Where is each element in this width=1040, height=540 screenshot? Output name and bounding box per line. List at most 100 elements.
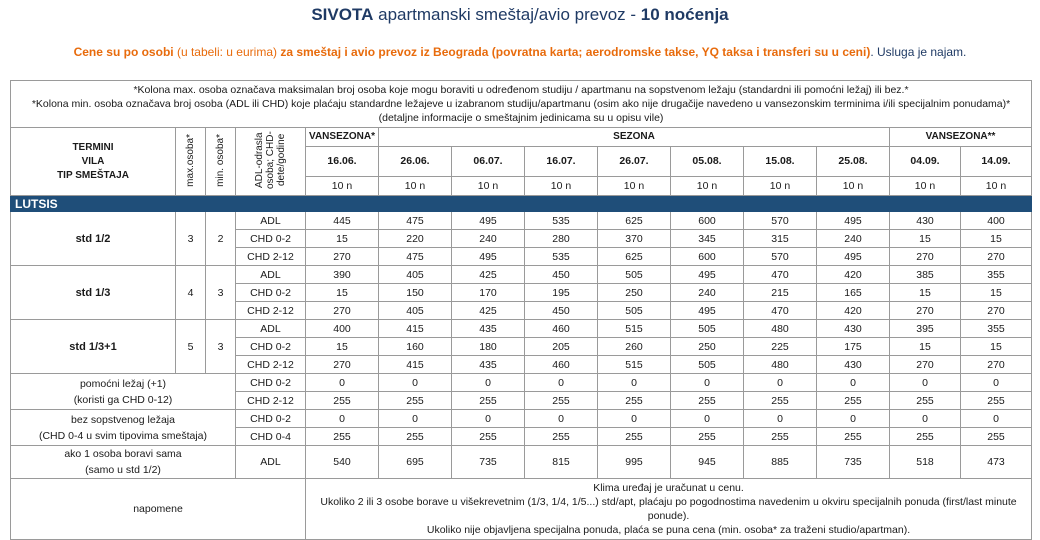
date-header: 16.06. — [305, 145, 379, 178]
price-cell: 355 — [959, 265, 1033, 284]
price-cell: 270 — [889, 355, 961, 374]
price-cell: 270 — [959, 301, 1033, 320]
person-category: CHD 0-2 — [235, 283, 306, 302]
date-header: 05.08. — [670, 145, 744, 178]
price-cell: 270 — [305, 301, 379, 320]
price-cell: 0 — [524, 409, 598, 428]
price-cell: 400 — [959, 211, 1033, 230]
nights-header: 10 n — [889, 176, 961, 196]
info-cell: *Kolona max. osoba označava maksimalan b… — [9, 80, 1033, 128]
title-nights: 10 noćenja — [640, 5, 729, 24]
nights-header: 10 n — [305, 176, 379, 196]
price-cell: 255 — [451, 391, 525, 410]
min-persons: 3 — [205, 265, 236, 320]
notes-line2: Ukoliko 2 ili 3 osobe borave u višekreve… — [320, 496, 1017, 522]
nights-header: 10 n — [524, 176, 598, 196]
price-cell: 695 — [378, 445, 452, 479]
room-type: std 1/3+1 — [10, 319, 176, 374]
price-cell: 735 — [816, 445, 890, 479]
price-cell: 815 — [524, 445, 598, 479]
min-persons: 2 — [205, 211, 236, 266]
price-cell: 255 — [451, 427, 525, 446]
price-cell: 0 — [451, 409, 525, 428]
price-cell: 315 — [743, 229, 817, 248]
price-cell: 505 — [597, 265, 671, 284]
notes-row: napomene Klima uređaj je uračunat u cenu.… — [10, 478, 1033, 540]
nights-header: 10 n — [816, 176, 890, 196]
min-persons: 3 — [205, 319, 236, 374]
price-cell: 0 — [305, 373, 379, 392]
price-cell: 0 — [305, 409, 379, 428]
price-cell: 280 — [524, 229, 598, 248]
price-cell: 0 — [816, 373, 890, 392]
price-cell: 505 — [597, 301, 671, 320]
price-cell: 255 — [959, 391, 1033, 410]
price-cell: 0 — [959, 373, 1033, 392]
price-row: std 1/3 4 3 ADL 390 405 425 450 505 495 470 420 385 3… — [10, 265, 1033, 320]
price-cell: 270 — [305, 355, 379, 374]
price-cell: 425 — [451, 265, 525, 284]
price-cell: 395 — [889, 319, 961, 338]
title-middle: apartmanski smeštaj/avio prevoz - — [378, 5, 641, 24]
price-cell: 390 — [305, 265, 379, 284]
price-cell: 0 — [743, 409, 817, 428]
person-category: ADL — [235, 445, 306, 479]
max-persons: 4 — [175, 265, 206, 320]
price-cell: 215 — [743, 283, 817, 302]
price-cell: 0 — [670, 409, 744, 428]
price-cell: 240 — [670, 283, 744, 302]
extra-label-line2: (samo u std 1/2) — [85, 464, 161, 476]
person-category: CHD 0-2 — [235, 229, 306, 248]
price-cell: 435 — [451, 319, 525, 338]
price-cell: 535 — [524, 247, 598, 266]
price-cell: 420 — [816, 301, 890, 320]
subtitle-part1: Cene su po osobi — [73, 45, 174, 59]
price-cell: 480 — [743, 319, 817, 338]
price-cell: 255 — [597, 427, 671, 446]
info-line-1: *Kolona max. osoba označava maksimalan b… — [133, 84, 909, 96]
price-cell: 0 — [451, 373, 525, 392]
price-cell: 0 — [378, 409, 452, 428]
price-cell: 250 — [597, 283, 671, 302]
price-cell: 255 — [524, 391, 598, 410]
price-cell: 195 — [524, 283, 598, 302]
price-cell: 270 — [959, 247, 1033, 266]
price-cell: 0 — [889, 409, 961, 428]
extra-row: CHD 2-12 255 255 255 255 255 255 255 255 255 255 — [11, 391, 1033, 410]
price-cell: 255 — [889, 427, 961, 446]
price-cell: 270 — [959, 355, 1033, 374]
price-row: CHD 0-2 15 150 170 195 250 240 215 165 15 15 — [11, 283, 1033, 302]
date-header: 26.06. — [378, 145, 452, 178]
price-cell: 15 — [305, 283, 379, 302]
price-cell: 370 — [597, 229, 671, 248]
price-cell: 15 — [305, 337, 379, 356]
season-header-row: TERMINI VILA TIP SMEŠTAJA max.osoba* min… — [10, 127, 1033, 196]
price-cell: 480 — [743, 355, 817, 374]
person-category: ADL — [235, 319, 306, 338]
price-cell: 0 — [889, 373, 961, 392]
price-cell: 460 — [524, 319, 598, 338]
price-cell: 255 — [816, 427, 890, 446]
subtitle-part4: . Usluga je najam. — [870, 45, 967, 59]
extra-label-line1: pomoćni ležaj (+1) — [79, 377, 167, 390]
header-max-cell: max.osoba* — [175, 127, 206, 196]
price-cell: 405 — [378, 301, 452, 320]
price-row: std 1/2 3 2 ADL 445 475 495 535 625 600 570 495 430 4… — [10, 211, 1033, 266]
price-cell: 255 — [816, 391, 890, 410]
price-cell: 255 — [378, 391, 452, 410]
price-row: std 1/3+1 5 3 ADL 400 415 435 460 515 505 480 430 39… — [10, 319, 1033, 374]
price-cell: 255 — [670, 391, 744, 410]
villa-row: LUTSIS — [9, 195, 1033, 212]
season-pre: VANSEZONA* — [305, 127, 379, 147]
price-cell: 405 — [378, 265, 452, 284]
header-max: max.osoba* — [185, 133, 196, 187]
price-cell: 225 — [743, 337, 817, 356]
price-cell: 15 — [889, 283, 961, 302]
header-min: min. osoba* — [215, 133, 226, 187]
price-cell: 255 — [743, 427, 817, 446]
price-cell: 505 — [670, 319, 744, 338]
title-place: SIVOTA — [311, 5, 374, 24]
price-cell: 735 — [451, 445, 525, 479]
price-cell: 220 — [378, 229, 452, 248]
price-cell: 495 — [670, 265, 744, 284]
